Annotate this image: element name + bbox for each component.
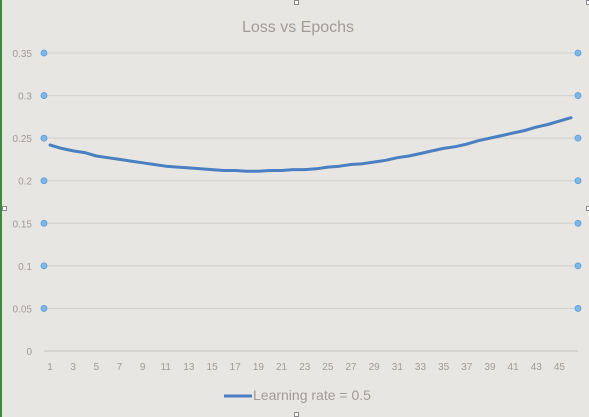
x-tick-label: 1: [47, 362, 53, 373]
x-tick-label: 37: [461, 362, 473, 373]
y-tick-label: 0.35: [13, 49, 33, 60]
y-tick-label: 0.05: [13, 304, 33, 315]
series-lines: [50, 118, 571, 172]
series-line[interactable]: [50, 118, 571, 172]
resize-handle-top[interactable]: [294, 0, 299, 5]
y-tick-label: 0.15: [13, 219, 33, 230]
x-tick-label: 9: [140, 362, 146, 373]
selection-marker-left[interactable]: [41, 50, 47, 56]
selection-marker-right[interactable]: [575, 178, 581, 184]
selection-marker-left[interactable]: [41, 135, 47, 141]
x-tick-label: 11: [161, 362, 172, 373]
x-tick-label: 31: [392, 362, 404, 373]
resize-handle-bottom[interactable]: [294, 412, 299, 417]
legend[interactable]: Learning rate = 0.5: [224, 387, 371, 403]
selection-marker-right[interactable]: [575, 50, 581, 56]
x-tick-label: 25: [322, 362, 334, 373]
selection-marker-right[interactable]: [575, 305, 581, 311]
selection-marker-right[interactable]: [575, 135, 581, 141]
x-tick-label: 29: [369, 362, 381, 373]
y-tick-label: 0.3: [18, 92, 32, 103]
x-axis-tick-labels: 1 3 5 7 9 11 13 15 17 19 21 23 25 27 29 31 33 35 37 39 41 43 4…: [47, 362, 565, 373]
x-tick-label: 39: [484, 362, 496, 373]
x-tick-label: 13: [183, 362, 195, 373]
x-tick-label: 41: [508, 362, 520, 373]
x-tick-label: 23: [299, 362, 311, 373]
chart-title: Loss vs Epochs: [242, 19, 354, 36]
x-tick-label: 21: [276, 362, 288, 373]
y-tick-label: 0: [26, 347, 32, 358]
selection-marker-left[interactable]: [41, 93, 47, 99]
legend-label: Learning rate = 0.5: [253, 387, 371, 403]
selection-marker-right[interactable]: [575, 93, 581, 99]
y-axis-tick-labels: 0 0.05 0.1 0.15 0.2 0.25 0.3 0.35: [13, 49, 33, 358]
gridlines: [44, 53, 578, 351]
selection-marker-right[interactable]: [575, 263, 581, 269]
selection-marker-left[interactable]: [41, 178, 47, 184]
x-tick-label: 35: [438, 362, 450, 373]
x-tick-label: 7: [117, 362, 123, 373]
x-tick-label: 33: [415, 362, 427, 373]
selection-marker-left[interactable]: [41, 263, 47, 269]
selection-marker-left[interactable]: [41, 220, 47, 226]
x-tick-label: 45: [554, 362, 566, 373]
x-tick-label: 27: [345, 362, 357, 373]
x-tick-label: 3: [70, 362, 76, 373]
y-tick-label: 0.2: [18, 177, 32, 188]
x-tick-label: 5: [94, 362, 100, 373]
selection-marker-right[interactable]: [575, 220, 581, 226]
x-tick-label: 17: [230, 362, 242, 373]
y-tick-label: 0.1: [18, 262, 32, 273]
x-tick-label: 43: [531, 362, 543, 373]
selection-marker-left[interactable]: [41, 305, 47, 311]
y-tick-label: 0.25: [13, 134, 33, 145]
x-tick-label: 15: [207, 362, 219, 373]
x-tick-label: 19: [253, 362, 265, 373]
resize-handle-left[interactable]: [2, 206, 7, 211]
